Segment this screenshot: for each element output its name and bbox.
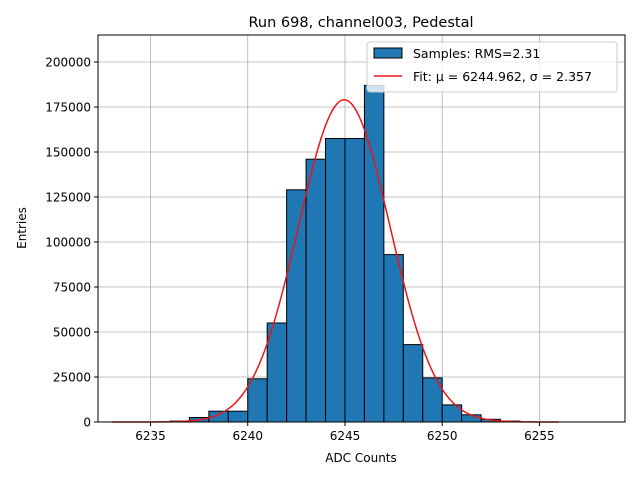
chart-title: Run 698, channel003, Pedestal: [248, 15, 473, 31]
y-tick-label: 50000: [53, 326, 91, 340]
x-tick-label: 6250: [427, 429, 458, 443]
y-tick-label: 150000: [45, 146, 91, 160]
x-axis-label: ADC Counts: [325, 451, 397, 465]
histogram-bar: [227, 410, 249, 423]
x-tick-label: 6255: [524, 429, 555, 443]
histogram-bar: [344, 138, 365, 423]
histogram-bar: [325, 138, 346, 423]
y-axis-label: Entries: [15, 207, 29, 249]
y-tick-label: 200000: [45, 56, 91, 70]
plot-frame: [97, 34, 626, 423]
legend-samples-label: Samples: RMS=2.31: [413, 46, 540, 61]
histogram-bar: [266, 322, 288, 423]
y-tick-label: 25000: [53, 371, 91, 385]
x-tick-label: 6245: [330, 429, 361, 443]
legend: Samples: RMS=2.31 Fit: μ = 6244.962, σ =…: [366, 41, 618, 93]
x-axis-ticks: 6235 6240 6245 6250 6255: [135, 422, 555, 443]
x-tick-label: 6240: [232, 429, 263, 443]
y-tick-label: 175000: [45, 101, 91, 115]
fit-curve-group: [111, 99, 559, 423]
histogram-bar: [305, 158, 327, 423]
legend-fit-label: Fit: μ = 6244.962, σ = 2.357: [413, 69, 592, 84]
y-tick-label: 100000: [45, 236, 91, 250]
y-tick-label: 0: [83, 416, 91, 430]
y-tick-label: 75000: [53, 281, 91, 295]
legend-frame: [366, 41, 618, 93]
x-tick-label: 6235: [135, 429, 166, 443]
legend-samples-swatch: [373, 47, 403, 59]
histogram-bar: [383, 254, 404, 423]
histogram-bar: [247, 378, 268, 423]
histogram-bar: [402, 344, 424, 423]
histogram-bars: [169, 84, 521, 423]
y-tick-label: 125000: [45, 191, 91, 205]
y-axis-ticks: 0 25000 50000 75000 100000 125000 150000 175000…: [45, 56, 98, 430]
histogram-bar: [286, 189, 307, 423]
fit-curve: [111, 99, 559, 423]
